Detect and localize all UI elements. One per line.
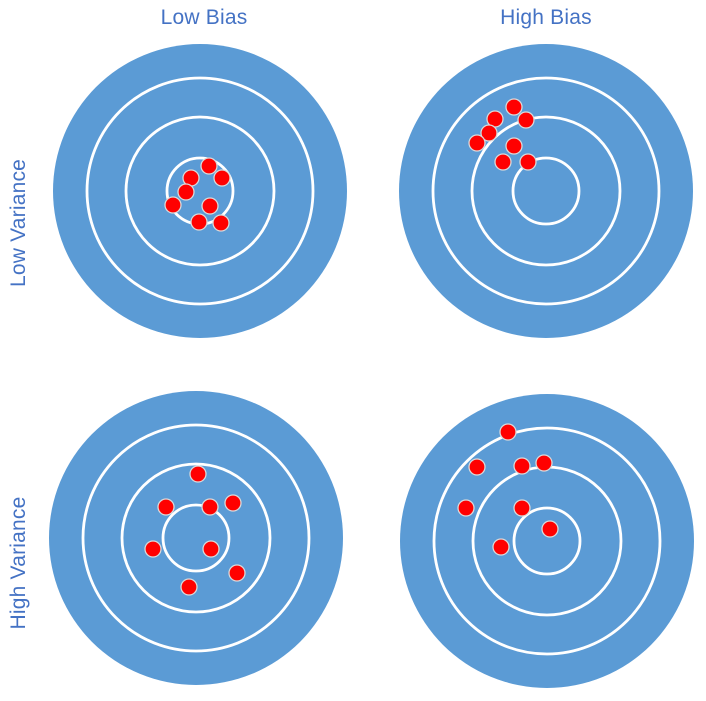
target-low-bias-high-variance — [49, 391, 343, 685]
target-ring — [431, 76, 661, 306]
target-ring — [511, 156, 581, 226]
shot-dot — [505, 137, 523, 155]
target-ring — [120, 462, 272, 614]
shot-dot — [468, 134, 486, 152]
shot-dot — [513, 499, 531, 517]
shot-dot — [492, 538, 510, 556]
target-ring — [432, 426, 662, 656]
shot-dot — [201, 197, 219, 215]
shot-dot — [499, 423, 517, 441]
shot-dot — [519, 153, 537, 171]
shot-dot — [224, 494, 242, 512]
target-ring — [124, 115, 276, 267]
target-disk — [49, 391, 343, 685]
shot-dot — [144, 540, 162, 558]
shot-dot — [541, 520, 559, 538]
target-high-bias-low-variance — [399, 44, 693, 338]
shot-dot — [480, 124, 498, 142]
target-ring — [512, 506, 582, 576]
shot-dot — [517, 111, 535, 129]
shot-dot — [189, 465, 207, 483]
shot-dot — [164, 196, 182, 214]
shot-dot — [505, 98, 523, 116]
shot-dot — [213, 169, 231, 187]
row-title-high-variance: High Variance — [7, 496, 30, 630]
target-disk — [400, 394, 694, 688]
shot-dot — [212, 214, 230, 232]
target-ring — [470, 115, 622, 267]
target-disk — [399, 44, 693, 338]
shot-dot — [535, 454, 553, 472]
target-ring — [161, 503, 231, 573]
target-low-bias-low-variance — [53, 44, 347, 338]
shot-dot — [457, 499, 475, 517]
shot-dot — [228, 564, 246, 582]
shot-dot — [180, 578, 198, 596]
shot-dot — [177, 183, 195, 201]
shot-dot — [202, 540, 220, 558]
target-disk — [53, 44, 347, 338]
shot-dot — [200, 157, 218, 175]
column-title-low-bias: Low Bias — [160, 6, 248, 29]
target-high-bias-high-variance — [400, 394, 694, 688]
shot-dot — [190, 213, 208, 231]
shot-dot — [468, 458, 486, 476]
shot-dot — [157, 498, 175, 516]
shot-dot — [201, 498, 219, 516]
shot-dot — [494, 153, 512, 171]
shot-dot — [513, 457, 531, 475]
column-title-high-bias: High Bias — [500, 6, 592, 29]
target-ring — [81, 423, 311, 653]
target-ring — [85, 76, 315, 306]
row-title-low-variance: Low Variance — [7, 158, 30, 288]
